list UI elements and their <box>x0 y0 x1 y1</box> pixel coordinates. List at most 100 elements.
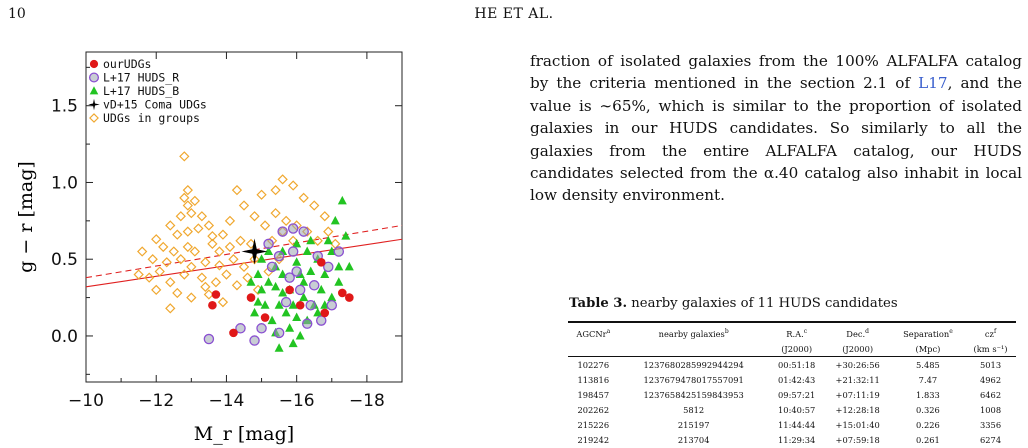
point-udgs-in-groups <box>217 297 229 308</box>
point-l-17-huds-r <box>273 250 285 262</box>
table-cell: +21:32:11 <box>835 374 880 385</box>
point-udgs-in-groups <box>182 200 193 211</box>
footnote-marker: f <box>993 328 997 336</box>
point-udgs-in-groups <box>186 208 197 219</box>
legend-label: L+17 HUDS_R <box>103 71 179 85</box>
body-paragraph: fraction of isolated galaxies from the 1… <box>530 50 1022 207</box>
point-l-17-huds-b <box>323 235 333 245</box>
table-caption-label: Table 3. <box>569 296 628 311</box>
point-l-17-huds-b <box>264 246 274 256</box>
point-l-17-huds-r <box>305 300 316 311</box>
footnote-marker: c <box>803 328 808 336</box>
point-l-17-huds-r <box>273 327 285 339</box>
table-unit-cell <box>618 341 769 357</box>
point-udgs-in-groups <box>214 246 225 257</box>
point-udgs-in-groups <box>221 269 232 280</box>
point-ourudgs <box>345 293 354 302</box>
point-l-17-huds-b <box>278 287 288 297</box>
table-caption-text: nearby galaxies of 11 HUDS candidates <box>631 296 898 311</box>
point-udgs-in-groups <box>277 174 288 185</box>
table-cell: 3356 <box>979 419 1002 430</box>
point-udgs-in-groups <box>238 261 250 273</box>
point-l-17-huds-b <box>306 266 316 275</box>
point-l-17-huds-b <box>334 277 344 286</box>
point-l-17-huds-b <box>330 215 340 225</box>
table-unit-cell: (km s⁻¹) <box>965 341 1016 357</box>
point-ourudgs <box>338 288 347 298</box>
point-udgs-in-groups <box>147 254 158 265</box>
point-udgs-in-groups <box>182 184 193 196</box>
point-udgs-in-groups <box>196 272 208 283</box>
point-ourudgs <box>285 285 294 295</box>
x-tick-label: −16 <box>279 391 315 411</box>
point-l-17-huds-r <box>323 261 334 273</box>
table-row: 219242 213704 11:29:34 +07:59:18 0.261 6274 <box>568 432 1016 447</box>
running-head: HE ET AL. <box>474 6 554 22</box>
table-cell: 213704 <box>677 434 710 445</box>
point-udgs-in-groups <box>288 235 299 246</box>
point-udgs-in-groups <box>249 211 260 222</box>
point-l-17-huds-b <box>260 300 270 309</box>
point-udgs-in-groups <box>137 246 148 257</box>
table-cell: 1.833 <box>916 389 940 400</box>
table-row: 215226 215197 11:44:44 +15:01:40 0.226 3356 <box>568 417 1016 432</box>
point-l-17-huds-r <box>308 280 320 291</box>
point-l-17-huds-b <box>253 297 263 306</box>
point-ourudgs <box>246 293 256 302</box>
table-cell: +12:28:18 <box>835 404 880 415</box>
point-l-17-huds-r <box>280 296 292 308</box>
point-udgs-in-groups <box>186 261 197 273</box>
point-udgs-in-groups <box>270 208 281 219</box>
table-header-cell: nearby galaxiesb <box>618 321 769 341</box>
point-l-17-huds-r <box>298 226 309 237</box>
point-udgs-in-groups <box>200 257 211 268</box>
point-l-17-huds-b <box>344 261 354 271</box>
point-l-17-huds-b <box>246 277 256 286</box>
point-udgs-in-groups <box>224 241 236 253</box>
table-units-row: (J2000) (J2000) (Mpc) (km s⁻¹) <box>568 341 1016 357</box>
point-udgs-in-groups <box>165 220 176 231</box>
point-l-17-huds-b <box>274 343 284 352</box>
table-unit-cell: (J2000) <box>824 341 891 357</box>
footnote-marker: d <box>865 328 869 336</box>
y-tick-label: 1.0 <box>51 173 78 193</box>
point-udgs-in-groups <box>238 200 250 211</box>
point-l-17-huds-r <box>263 238 274 250</box>
point-udgs-in-groups <box>189 195 200 207</box>
point-udgs-in-groups <box>158 241 169 253</box>
table-cell: 00:51:18 <box>778 359 816 370</box>
point-l-17-huds-r <box>301 318 313 329</box>
table-cell: +07:59:18 <box>835 434 880 445</box>
table-cell: +15:01:40 <box>835 419 880 430</box>
point-udgs-in-groups <box>175 211 186 222</box>
point-udgs-in-groups <box>309 200 320 211</box>
table-cell: 102276 <box>577 359 610 370</box>
point-udgs-in-groups <box>224 215 236 226</box>
point-l-17-huds-b <box>334 261 344 271</box>
point-l-17-huds-b <box>281 307 291 317</box>
table-row: 102276 1237680285992944294 00:51:18 +30:26:… <box>568 357 1016 373</box>
point-l-17-huds-r <box>266 261 278 273</box>
table-cell: 0.261 <box>916 434 940 445</box>
point-udgs-in-groups <box>207 231 218 242</box>
point-udgs-in-groups <box>259 220 271 231</box>
table-cell: 215197 <box>677 419 710 430</box>
point-l-17-huds-b <box>327 292 337 302</box>
table-cell: +07:11:19 <box>835 389 880 400</box>
point-udgs-in-groups <box>210 277 222 288</box>
x-axis-label: M_r [mag] <box>194 423 294 445</box>
y-tick-label: 1.5 <box>51 97 78 117</box>
point-l-17-huds-b <box>320 269 330 279</box>
point-udgs-in-groups <box>182 241 193 253</box>
table-header-cell: czf <box>965 321 1016 341</box>
point-l-17-huds-b <box>292 312 302 322</box>
legend-marker-udgs-in-groups <box>89 113 99 123</box>
point-l-17-huds-b <box>288 338 298 348</box>
point-udgs-in-groups <box>312 235 323 246</box>
point-l-17-huds-b <box>271 281 281 291</box>
point-ourudgs <box>316 257 326 267</box>
point-udgs-in-groups <box>193 223 204 234</box>
citation-link[interactable]: L17 <box>918 74 948 93</box>
point-l-17-huds-r <box>287 246 299 257</box>
table-cell: 1237679478017557091 <box>643 374 744 385</box>
